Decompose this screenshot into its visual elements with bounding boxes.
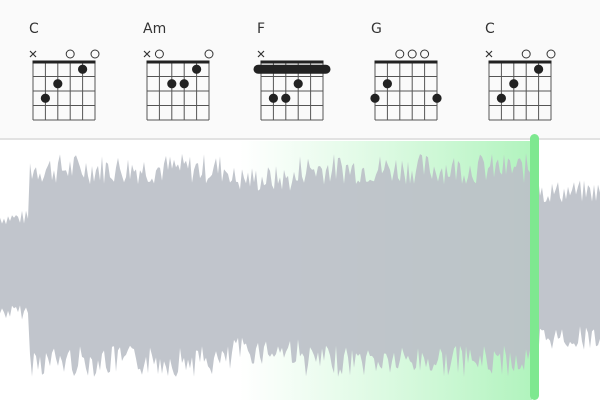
open-marker xyxy=(395,49,405,59)
finger-dot xyxy=(382,79,392,89)
finger-dot xyxy=(534,64,544,74)
finger-dot xyxy=(78,64,88,74)
chord-name: G xyxy=(371,21,382,37)
waveform-shape xyxy=(0,153,600,377)
finger-dot xyxy=(432,93,442,103)
chord-row: C Am F G C xyxy=(29,21,556,121)
finger-dot xyxy=(496,93,506,103)
chord-name: C xyxy=(29,21,39,37)
open-marker xyxy=(90,49,100,59)
open-marker xyxy=(65,49,75,59)
finger-dot xyxy=(370,93,380,103)
open-marker xyxy=(407,49,417,59)
open-marker xyxy=(521,49,531,59)
open-marker xyxy=(204,49,214,59)
chord-diagram[interactable]: C xyxy=(485,21,556,121)
chord-name: Am xyxy=(143,21,166,37)
chord-diagram[interactable]: C xyxy=(29,21,100,121)
chord-diagram[interactable]: F xyxy=(253,21,331,121)
muted-marker xyxy=(143,50,151,58)
chord-diagram[interactable]: Am xyxy=(143,21,214,121)
finger-dot xyxy=(268,93,278,103)
finger-dot xyxy=(281,93,291,103)
chord-name: F xyxy=(257,21,265,37)
open-marker xyxy=(154,49,164,59)
open-marker xyxy=(420,49,430,59)
muted-marker xyxy=(29,50,37,58)
finger-dot xyxy=(167,79,177,89)
finger-dot xyxy=(192,64,202,74)
muted-marker xyxy=(257,50,265,58)
chord-name: C xyxy=(485,21,495,37)
finger-dot xyxy=(40,93,51,103)
waveform[interactable] xyxy=(0,134,600,400)
finger-dot xyxy=(293,79,303,89)
playhead[interactable] xyxy=(530,134,539,400)
muted-marker xyxy=(485,50,493,58)
open-marker xyxy=(546,49,556,59)
chord-diagram[interactable]: G xyxy=(370,21,442,121)
finger-dot xyxy=(179,79,189,89)
finger-dot xyxy=(53,79,63,89)
finger-dot xyxy=(509,79,519,89)
